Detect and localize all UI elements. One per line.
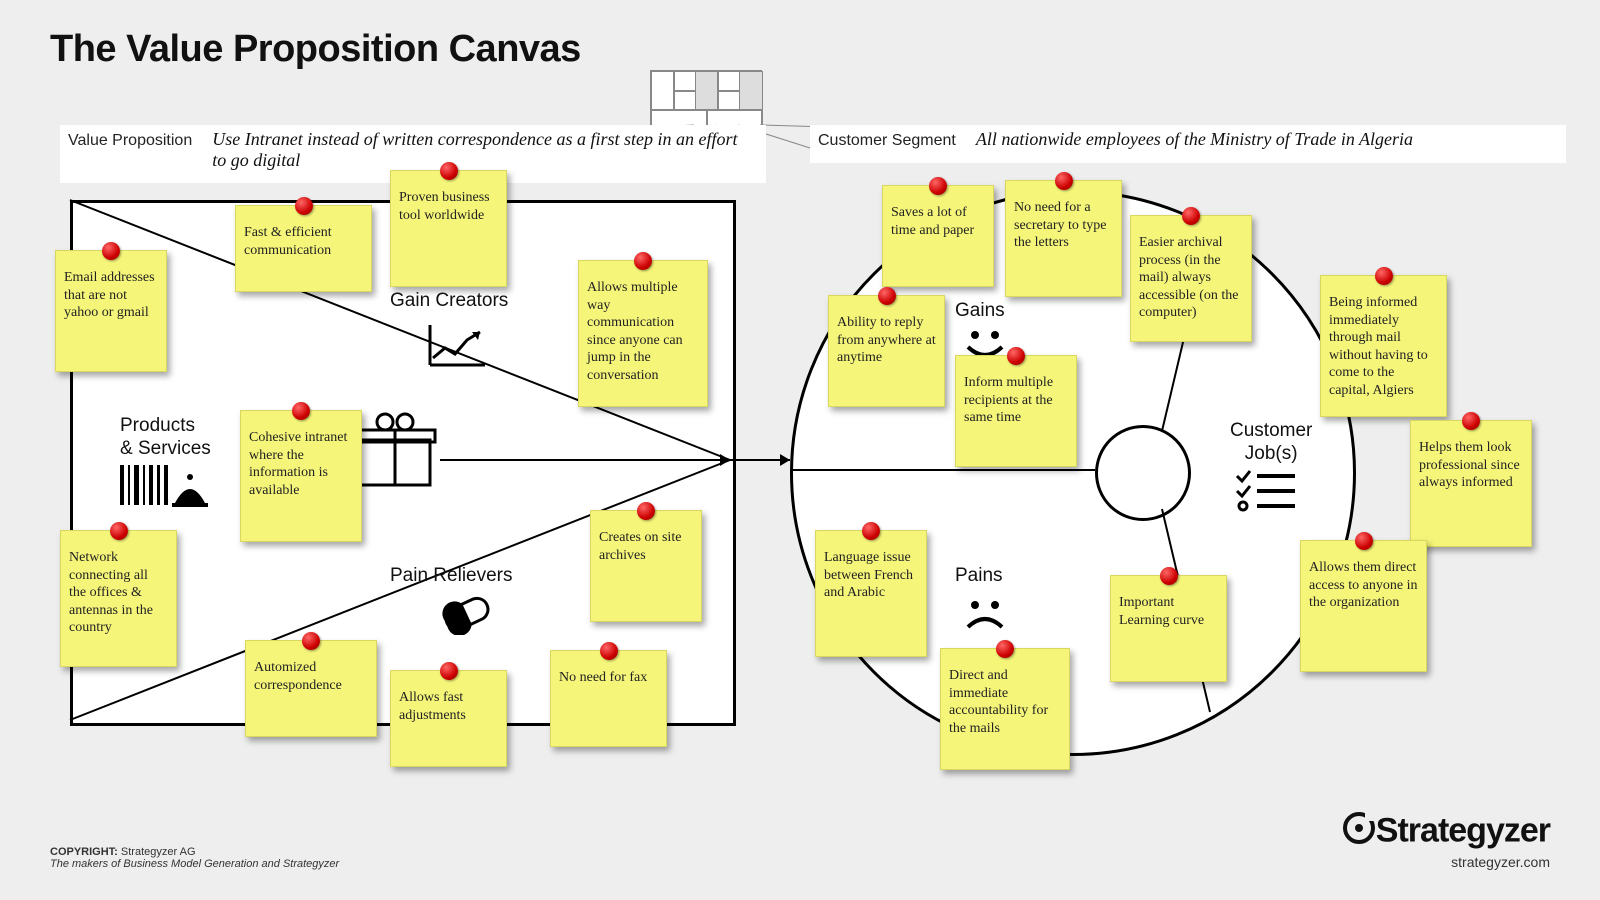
pin-icon	[302, 632, 320, 650]
pin-icon	[878, 287, 896, 305]
sticky-fast-adjustments[interactable]: Allows fast adjustments	[390, 670, 507, 767]
cs-header-label: Customer Segment	[818, 132, 956, 149]
sticky-text: Network connecting all the offices & ant…	[69, 549, 168, 637]
sticky-text: Allows fast adjustments	[399, 689, 498, 724]
pin-icon	[1007, 347, 1025, 365]
sticky-multiple-way[interactable]: Allows multiple way communication since …	[578, 260, 708, 407]
sticky-text: Easier archival process (in the mail) al…	[1139, 234, 1243, 322]
pin-icon	[929, 177, 947, 195]
sticky-being-informed[interactable]: Being informed immediately through mail …	[1320, 275, 1447, 417]
sticky-proven-tool[interactable]: Proven business tool worldwide	[390, 170, 507, 287]
page-title: The Value Proposition Canvas	[50, 28, 581, 71]
sticky-accountability[interactable]: Direct and immediate accountability for …	[940, 648, 1070, 770]
pin-icon	[862, 522, 880, 540]
pin-icon	[600, 642, 618, 660]
mini-bmc-icon	[650, 70, 762, 127]
sticky-text: Fast & efficient communication	[244, 224, 363, 259]
cs-inner-circle	[1095, 425, 1191, 521]
sticky-easier-archival[interactable]: Easier archival process (in the mail) al…	[1130, 215, 1252, 342]
sticky-direct-access[interactable]: Allows them direct access to anyone in t…	[1300, 540, 1427, 672]
pin-icon	[637, 502, 655, 520]
pin-icon	[102, 242, 120, 260]
label-pains: Pains	[955, 565, 1003, 588]
brand-url: strategyzer.com	[1342, 854, 1550, 870]
barcode-icon	[120, 465, 210, 515]
label-pain-relievers: Pain Relievers	[390, 565, 513, 588]
label-gains: Gains	[955, 300, 1005, 323]
sticky-text: Being informed immediately through mail …	[1329, 294, 1438, 399]
sticky-reply-anywhere[interactable]: Ability to reply from anywhere at anytim…	[828, 295, 945, 407]
sticky-text: Cohesive intranet where the information …	[249, 429, 353, 499]
sticky-text: Automized correspondence	[254, 659, 368, 694]
sticky-creates-archives[interactable]: Creates on site archives	[590, 510, 702, 622]
pin-icon	[1375, 267, 1393, 285]
pin-icon	[295, 197, 313, 215]
sticky-text: Allows multiple way communication since …	[587, 279, 699, 384]
pill-icon	[440, 595, 500, 635]
pin-icon	[996, 640, 1014, 658]
sticky-text: Allows them direct access to anyone in t…	[1309, 559, 1418, 612]
pin-icon	[1055, 172, 1073, 190]
pin-icon	[1160, 567, 1178, 585]
copyright-owner: Strategyzer AG	[121, 846, 196, 858]
sticky-no-secretary[interactable]: No need for a secretary to type the lett…	[1005, 180, 1122, 297]
sticky-inform-multiple[interactable]: Inform multiple recipients at the same t…	[955, 355, 1077, 467]
chart-up-icon	[425, 320, 495, 370]
pin-icon	[634, 252, 652, 270]
sticky-text: Proven business tool worldwide	[399, 189, 498, 224]
sticky-text: Language issue between French and Arabic	[824, 549, 918, 602]
pin-icon	[440, 662, 458, 680]
cs-header: Customer Segment All nationwide employee…	[810, 125, 1566, 163]
label-customer-jobs: Customer Job(s)	[1230, 420, 1312, 466]
label-products-services: Products & Services	[120, 415, 260, 461]
brand-logo-icon	[1342, 811, 1376, 845]
sticky-network-offices[interactable]: Network connecting all the offices & ant…	[60, 530, 177, 667]
sticky-text: Direct and immediate accountability for …	[949, 667, 1061, 737]
sticky-learning-curve[interactable]: Important Learning curve	[1110, 575, 1227, 682]
pin-icon	[1462, 412, 1480, 430]
sticky-saves-time[interactable]: Saves a lot of time and paper	[882, 185, 994, 287]
brand: Strategyzer strategyzer.com	[1342, 811, 1550, 870]
sticky-language-issue[interactable]: Language issue between French and Arabic	[815, 530, 927, 657]
vp-header-text: Use Intranet instead of written correspo…	[212, 129, 742, 171]
vpc-canvas: The Value Proposition Canvas Value Propo…	[20, 20, 1580, 880]
cs-header-text: All nationwide employees of the Ministry…	[976, 129, 1413, 149]
sticky-fast-efficient[interactable]: Fast & efficient communication	[235, 205, 372, 292]
vp-header-label: Value Proposition	[68, 132, 192, 149]
sticky-text: Helps them look professional since alway…	[1419, 439, 1523, 492]
sticky-text: Email addresses that are not yahoo or gm…	[64, 269, 158, 322]
brand-name: Strategyzer	[1342, 811, 1550, 854]
sticky-text: Ability to reply from anywhere at anytim…	[837, 314, 936, 367]
pin-icon	[1355, 532, 1373, 550]
checklist-icon	[1235, 468, 1305, 513]
pin-icon	[110, 522, 128, 540]
frown-icon	[960, 595, 1010, 635]
sticky-automized[interactable]: Automized correspondence	[245, 640, 377, 737]
brand-text: Strategyzer	[1376, 811, 1550, 849]
pin-icon	[292, 402, 310, 420]
label-gain-creators: Gain Creators	[390, 290, 508, 313]
copyright-tagline: The makers of Business Model Generation …	[50, 858, 339, 870]
sticky-text: No need for a secretary to type the lett…	[1014, 199, 1113, 252]
pin-icon	[440, 162, 458, 180]
sticky-text: Inform multiple recipients at the same t…	[964, 374, 1068, 427]
sticky-cohesive-intranet[interactable]: Cohesive intranet where the information …	[240, 410, 362, 542]
pin-icon	[1182, 207, 1200, 225]
sticky-text: Creates on site archives	[599, 529, 693, 564]
sticky-no-fax[interactable]: No need for fax	[550, 650, 667, 747]
sticky-text: Saves a lot of time and paper	[891, 204, 985, 239]
sticky-text: Important Learning curve	[1119, 594, 1218, 629]
sticky-look-professional[interactable]: Helps them look professional since alway…	[1410, 420, 1532, 547]
copyright: COPYRIGHT: Strategyzer AG The makers of …	[50, 846, 339, 870]
copyright-label: COPYRIGHT:	[50, 846, 118, 858]
sticky-email-addresses[interactable]: Email addresses that are not yahoo or gm…	[55, 250, 167, 372]
sticky-text: No need for fax	[559, 669, 658, 687]
gift-icon	[350, 410, 440, 490]
